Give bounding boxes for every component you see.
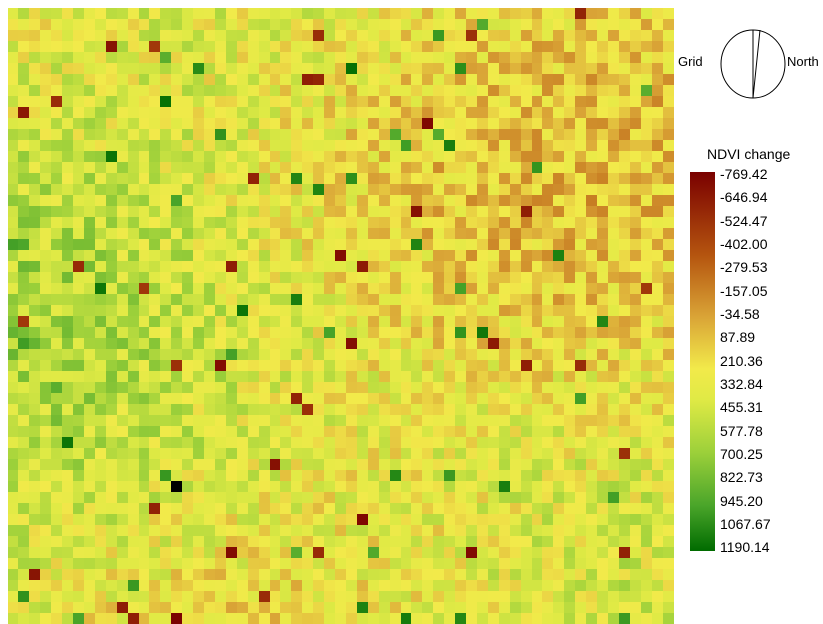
- legend-label: 1067.67: [720, 515, 771, 532]
- legend-title: NDVI change: [707, 146, 791, 162]
- legend-label: 1190.14: [720, 539, 770, 556]
- ndvi-raster-map[interactable]: [8, 8, 674, 624]
- legend-label: -157.05: [720, 282, 768, 299]
- legend-label: -646.94: [720, 189, 768, 206]
- north-label: North: [787, 54, 819, 69]
- grid-label: Grid: [678, 54, 703, 69]
- legend-color-ramp: [690, 172, 715, 551]
- legend-label: 577.78: [720, 422, 763, 439]
- legend-label: -769.42: [720, 166, 768, 182]
- north-arrow: Grid North: [676, 28, 823, 100]
- legend-label: 87.89: [720, 329, 756, 346]
- legend: NDVI change -769.42 -646.94 -524.47 -402.00…: [690, 146, 823, 556]
- north-arrow-icon: [720, 29, 786, 99]
- legend-label: -34.58: [720, 305, 760, 322]
- legend-label: -279.53: [720, 259, 768, 276]
- legend-label: 332.84: [720, 375, 763, 392]
- legend-label: 945.20: [720, 492, 763, 509]
- legend-label: 700.25: [720, 445, 763, 462]
- legend-label: 455.31: [720, 399, 763, 416]
- legend-label: 822.73: [720, 469, 763, 486]
- legend-label: -524.47: [720, 212, 768, 229]
- legend-label: 210.36: [720, 352, 763, 369]
- legend-label: -402.00: [720, 235, 768, 252]
